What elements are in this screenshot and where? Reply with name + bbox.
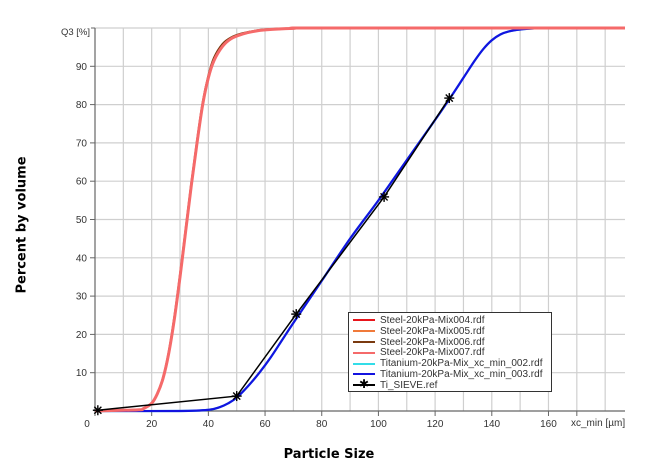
legend-label: Ti_SIEVE.ref — [380, 379, 438, 391]
legend-label: Steel-20kPa-Mix006.rdf — [380, 336, 485, 348]
y-tick-label: 20 — [76, 330, 88, 341]
legend-item: Titanium-20kPa-Mix_xc_min_002.rdf — [353, 358, 551, 369]
y-axis-title: Percent by volume — [14, 156, 30, 294]
legend-label: Steel-20kPa-Mix007.rdf — [380, 347, 485, 359]
legend-item: Steel-20kPa-Mix005.rdf — [353, 326, 551, 337]
plot-series — [92, 26, 626, 416]
legend-swatch-icon — [353, 373, 375, 376]
legend-swatch-icon — [353, 330, 375, 333]
y-tick-label: 80 — [76, 100, 88, 111]
y-tick-label: 50 — [76, 215, 88, 226]
plot-axes: 10 20 30 40 50 60 70 80 90 0 20 40 60 80 100 120 140 160 — [76, 27, 625, 430]
series-line — [94, 26, 626, 413]
y-tick-label: 70 — [76, 138, 88, 149]
legend-label: Steel-20kPa-Mix004.rdf — [380, 314, 485, 326]
legend-swatch-icon — [353, 319, 375, 322]
legend-item: Titanium-20kPa-Mix_xc_min_003.rdf — [353, 369, 551, 380]
legend-item: ✱ Ti_SIEVE.ref — [353, 378, 551, 391]
x-tick-label: 140 — [483, 419, 500, 430]
y-axis-unit-label: Q3 [%] — [61, 27, 90, 38]
x-tick-label: 40 — [203, 419, 215, 430]
x-axis-title: Particle Size — [283, 447, 375, 462]
chart-legend: Steel-20kPa-Mix004.rdf Steel-20kPa-Mix00… — [348, 312, 552, 392]
legend-item: Steel-20kPa-Mix006.rdf — [353, 337, 551, 348]
x-tick-label: 0 — [84, 419, 90, 430]
star-marker-icon: ✱ — [359, 377, 370, 392]
y-tick-label: 30 — [76, 292, 88, 303]
x-tick-label: 20 — [146, 419, 158, 430]
star-marker-icon — [291, 309, 302, 320]
legend-item: Steel-20kPa-Mix004.rdf — [353, 315, 551, 326]
legend-swatch-icon — [353, 351, 375, 354]
star-marker-icon — [379, 191, 390, 202]
legend-swatch-icon: ✱ — [353, 378, 375, 390]
legend-swatch-icon — [353, 340, 375, 343]
x-tick-label: 100 — [370, 419, 387, 430]
x-tick-label: 120 — [427, 419, 444, 430]
legend-swatch-icon — [353, 362, 375, 365]
y-tick-label: 40 — [76, 253, 88, 264]
x-axis-unit-label: xc_min [µm] — [571, 418, 625, 429]
legend-label: Titanium-20kPa-Mix_xc_min_002.rdf — [380, 358, 543, 370]
y-tick-label: 60 — [76, 177, 88, 188]
star-marker-icon — [444, 93, 455, 104]
series-line — [94, 26, 626, 413]
x-tick-label: 160 — [540, 419, 557, 430]
legend-label: Titanium-20kPa-Mix_xc_min_003.rdf — [380, 368, 543, 380]
x-tick-label: 80 — [316, 419, 328, 430]
y-tick-label: 90 — [76, 62, 88, 73]
star-marker-icon — [231, 391, 242, 402]
x-tick-label: 60 — [259, 419, 271, 430]
star-marker-icon — [92, 405, 103, 416]
y-tick-label: 10 — [76, 368, 88, 379]
legend-item: Steel-20kPa-Mix007.rdf — [353, 347, 551, 358]
legend-label: Steel-20kPa-Mix005.rdf — [380, 325, 485, 337]
